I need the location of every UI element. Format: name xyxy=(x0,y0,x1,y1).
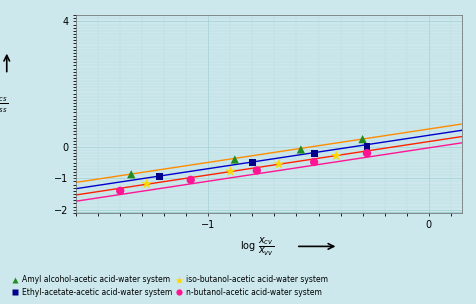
Point xyxy=(359,137,367,142)
Point xyxy=(363,151,371,156)
Point xyxy=(156,174,164,179)
Point xyxy=(332,153,340,158)
Point xyxy=(143,181,150,186)
Text: $\log\,\dfrac{x_{cs}}{x_{ss}}$: $\log\,\dfrac{x_{cs}}{x_{ss}}$ xyxy=(0,93,8,116)
Point xyxy=(253,168,261,173)
Point xyxy=(231,157,238,162)
Point xyxy=(128,172,135,177)
Text: $\log\,\dfrac{x_{cv}}{x_{vv}}$: $\log\,\dfrac{x_{cv}}{x_{vv}}$ xyxy=(240,235,275,258)
Point xyxy=(310,151,318,156)
Point xyxy=(363,144,371,149)
Point xyxy=(248,160,256,165)
Point xyxy=(187,178,195,182)
Point xyxy=(310,160,318,164)
Point xyxy=(275,162,283,167)
Point xyxy=(117,188,124,193)
Point xyxy=(297,147,305,152)
Legend: Amyl alcohol-acetic acid-water system, Ethyl-acetate-acetic acid-water system, i: Amyl alcohol-acetic acid-water system, E… xyxy=(9,272,331,300)
Point xyxy=(227,169,234,174)
